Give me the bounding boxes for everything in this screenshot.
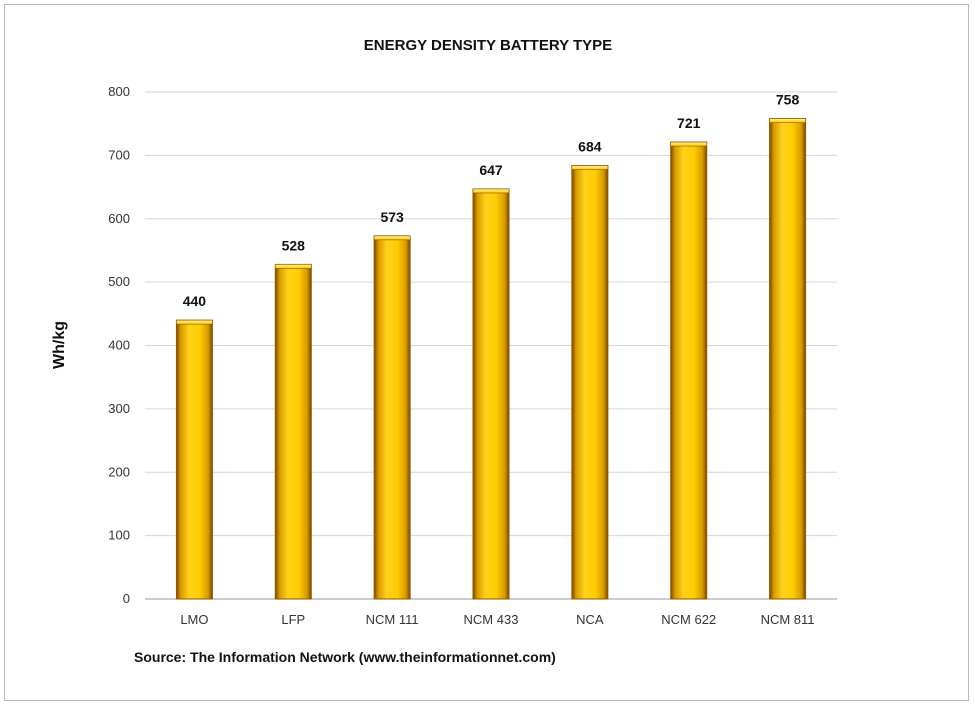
y-tick-label: 100 [108,528,130,543]
x-tick-label: NCM 622 [661,612,716,627]
bar-top [670,141,708,147]
data-label: 758 [776,92,800,108]
y-tick-label: 400 [108,338,130,353]
data-label: 528 [282,237,306,253]
x-tick-label: LFP [281,612,305,627]
bar [373,235,411,600]
data-labels: 440 528 573 647 684 721 758 [183,92,800,310]
bars [175,118,807,600]
y-tick-labels: 0 100 200 300 400 500 600 700 800 [108,84,130,606]
chart-title: ENERGY DENSITY BATTERY TYPE [364,37,612,54]
data-label: 573 [380,209,404,225]
y-tick-label: 300 [108,401,130,416]
y-axis-label: Wh/kg [51,321,68,369]
data-label: 684 [578,139,602,155]
x-tick-label: NCA [576,612,604,627]
bar [571,165,609,600]
source-note: Source: The Information Network (www.the… [134,649,556,665]
bar-top [274,264,312,269]
x-tick-label: NCM 433 [464,612,519,627]
bar [175,319,213,600]
bar-top [769,118,806,123]
y-tick-label: 700 [108,147,130,162]
x-tick-labels: LMO LFP NCM 111 NCM 433 NCA NCM 622 NCM 811 [180,612,814,627]
data-label: 440 [183,293,207,309]
y-tick-label: 600 [108,211,130,226]
bar-top [373,235,411,241]
x-tick-label: NCM 111 [366,612,419,627]
data-label: 647 [479,162,503,178]
y-tick-label: 500 [108,274,130,289]
bar [769,118,807,600]
bar-top [176,319,213,325]
data-label: 721 [677,115,701,131]
x-tick-label: NCM 811 [761,612,815,627]
y-tick-label: 0 [123,591,130,606]
bar [274,263,312,600]
y-tick-label: 800 [108,84,130,99]
bar-top [571,165,609,170]
x-tick-label: LMO [180,612,208,627]
y-tick-label: 200 [108,464,130,479]
bar [472,188,510,600]
bar-top [472,188,510,194]
bar [670,141,708,600]
